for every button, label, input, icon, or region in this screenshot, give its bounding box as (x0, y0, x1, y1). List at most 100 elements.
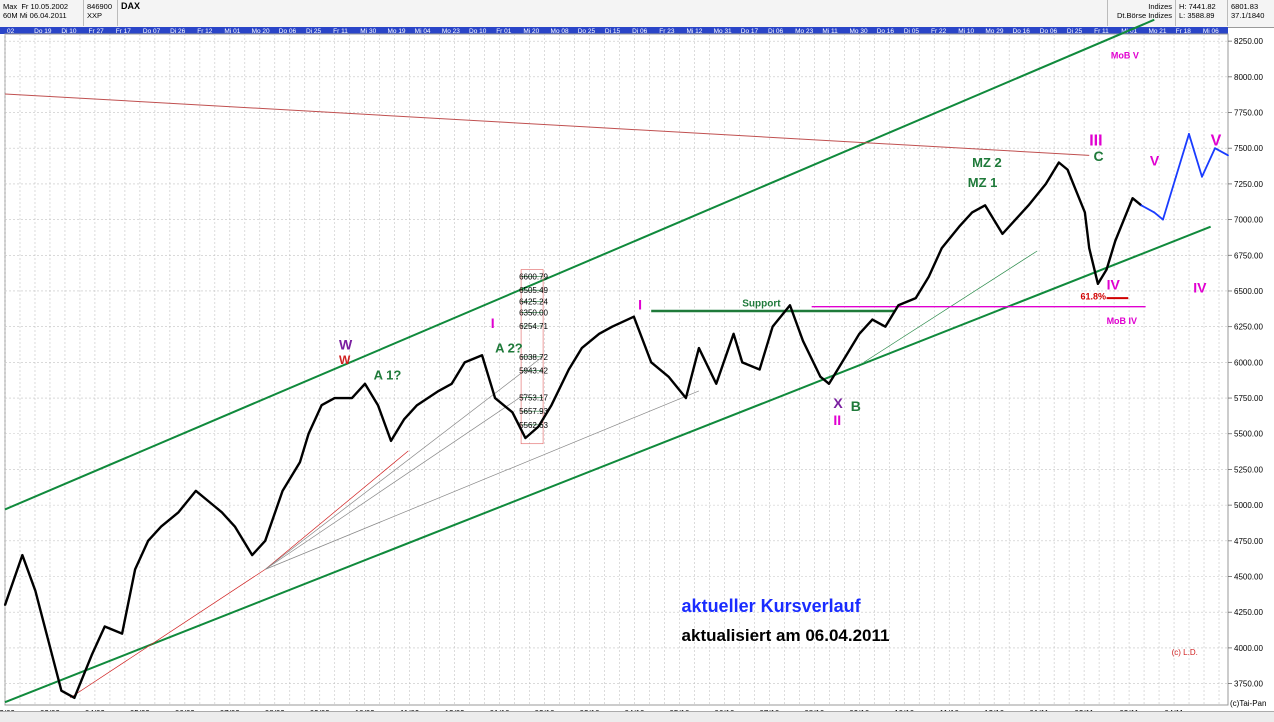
price-point (802, 340, 804, 342)
price-point (819, 375, 822, 378)
price-point (90, 654, 93, 656)
price-point (264, 539, 267, 542)
projection-point (1188, 133, 1190, 135)
price-point (511, 411, 514, 414)
price-point (416, 404, 418, 407)
price-point (220, 511, 223, 514)
projection-point (1227, 154, 1229, 157)
channel-line-lower (4, 225, 1212, 704)
wave-w-purple: W (339, 337, 353, 353)
price-point (550, 404, 553, 407)
y-tick-label: 3750.00 (1234, 680, 1263, 689)
price-point (940, 247, 943, 250)
date-band-label: Do 06 (1040, 28, 1058, 35)
fib-level-label: 5562.63 (519, 421, 548, 430)
y-tick-label: 6750.00 (1234, 251, 1263, 260)
date-band-label: Di 15 (605, 28, 621, 35)
price-point (307, 432, 310, 435)
date-band-label: Mo 23 (795, 28, 813, 35)
date-band-label: Fr 11 (333, 28, 348, 35)
price-point (134, 568, 137, 571)
price-point (884, 325, 887, 328)
y-tick-label: 6250.00 (1234, 323, 1263, 332)
date-band-label: Do 19 (34, 28, 52, 35)
wave-w-red: W (339, 353, 351, 367)
last-value: 6801.83 (1231, 2, 1259, 11)
price-point (73, 696, 76, 699)
price-point (177, 511, 180, 514)
price-point (611, 325, 614, 328)
projection-point (1214, 147, 1216, 150)
price-point (47, 639, 50, 642)
date-band-label: Fr 22 (931, 28, 947, 35)
fib-level-label: 5657.93 (519, 407, 548, 416)
price-point (1027, 204, 1030, 207)
date-band-label: Mi 01 (1121, 28, 1137, 35)
date-band-label: Mi 04 (415, 28, 431, 35)
date-band (0, 27, 1228, 34)
y-tick-label: 5750.00 (1234, 394, 1263, 403)
price-point (364, 382, 366, 385)
price-point (741, 361, 744, 364)
price-point (34, 589, 37, 592)
price-point (233, 525, 236, 528)
price-point (351, 397, 353, 399)
mz1-label: MZ 1 (968, 175, 998, 190)
price-point (1105, 268, 1108, 271)
max-label: Max (3, 2, 18, 11)
price-point (871, 318, 874, 321)
period-label: 60M (3, 11, 18, 20)
price-point (1066, 168, 1069, 171)
price-point (1114, 240, 1117, 242)
price-point (390, 439, 392, 442)
price-point (537, 425, 540, 428)
y-tick-label: 4250.00 (1234, 608, 1263, 617)
date-band-label: Mo 29 (985, 28, 1003, 35)
price-point (494, 397, 496, 399)
date-band-label: Fr 11 (1094, 28, 1109, 35)
y-tick-label: 4500.00 (1234, 573, 1263, 582)
y-tick-label: 4750.00 (1234, 537, 1263, 546)
price-point (858, 332, 861, 335)
subtitle-updated: aktualisiert am 06.04.2011 (682, 626, 890, 645)
wave-v-label-2: V (1211, 132, 1222, 149)
y-tick-label: 4000.00 (1234, 644, 1263, 653)
fib-level-label: 6505.49 (519, 286, 548, 295)
channel-line-upper (4, 18, 1155, 511)
price-point (1001, 232, 1004, 235)
fib-level-label: 6600.79 (519, 273, 548, 282)
price-point (377, 404, 379, 407)
price-point (1044, 183, 1047, 185)
fib-level-label: 6254.71 (519, 322, 548, 331)
header-index-cell: Indizes Dt.Börse Indizes (1108, 0, 1176, 26)
y-tick-label: 5000.00 (1234, 501, 1263, 510)
status-bar (0, 711, 1274, 722)
wave-c-label: C (1094, 148, 1104, 164)
price-point (320, 404, 323, 407)
y-tick-label: 6500.00 (1234, 287, 1263, 296)
wave-v-label: V (1150, 152, 1160, 168)
price-point (598, 332, 601, 335)
exchange-label: Dt.Börse Indizes (1116, 11, 1172, 20)
price-point (684, 397, 687, 399)
price-point (828, 382, 830, 385)
price-point (1123, 218, 1125, 221)
price-point (667, 375, 670, 378)
price-point (1131, 197, 1134, 200)
date-band-label: Mi 10 (958, 28, 974, 35)
date-band-label: Do 17 (741, 28, 759, 35)
date-band-label: Di 10 (61, 28, 77, 35)
copyright-label: (c) L.D. (1172, 648, 1198, 657)
date-band-label: Di 06 (768, 28, 784, 35)
date-band-label: Mi 11 (822, 28, 838, 35)
wave-i-label-2: I (638, 297, 642, 313)
date-band-label: Do 10 (469, 28, 487, 35)
header-max-cell: Max Fr 10.05.2002 60M Mi 06.04.2011 (0, 0, 84, 26)
y-tick-label: 6000.00 (1234, 358, 1263, 367)
trend-line (265, 390, 700, 570)
y-tick-label: 7000.00 (1234, 216, 1263, 225)
header-hl-cell: H: 7441.82 L: 3588.89 (1176, 0, 1228, 26)
y-tick-label: 7250.00 (1234, 180, 1263, 189)
price-point (481, 354, 483, 357)
plot-area (4, 33, 1229, 706)
